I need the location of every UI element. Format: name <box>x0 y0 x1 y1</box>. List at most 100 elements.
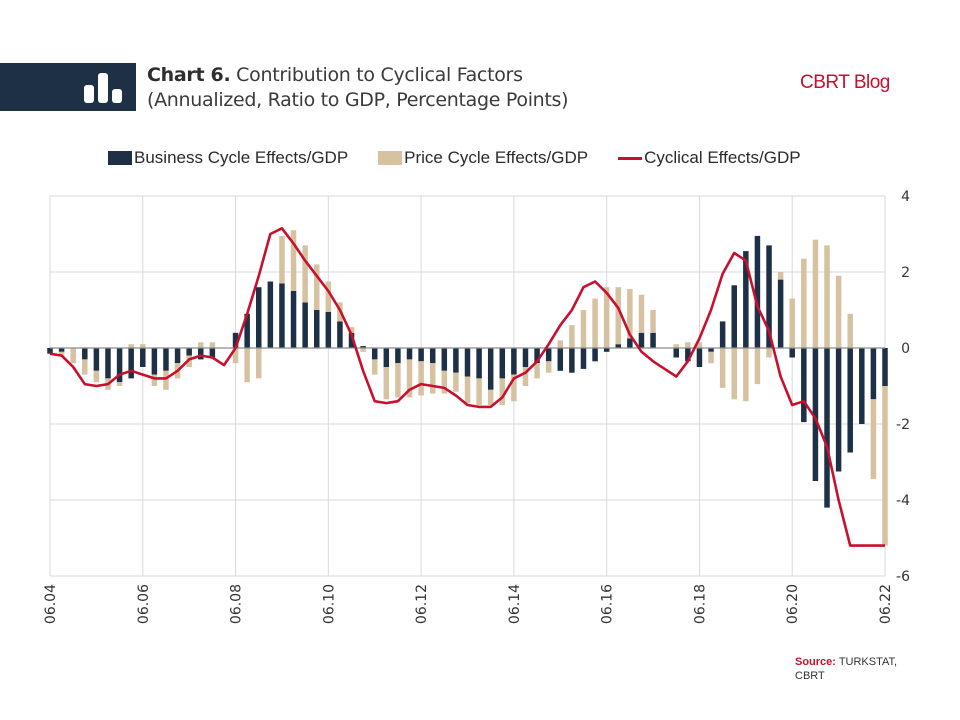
bar-business <box>534 348 540 364</box>
bar-business <box>789 348 795 358</box>
bar-price <box>557 340 564 348</box>
brand-logo: CBRT Blog <box>800 72 890 93</box>
line-cyclical <box>49 227 885 547</box>
bar-price <box>627 289 633 339</box>
bar-business <box>557 348 564 371</box>
y-axis-ticks: 4 2 0 -2 -4 -6 <box>896 189 910 585</box>
legend-label-business: Business Cycle Effects/GDP <box>134 148 349 167</box>
bar-business <box>313 310 320 348</box>
source-label: Source: <box>795 656 836 668</box>
bar-price <box>685 342 691 348</box>
bar-business <box>847 348 853 453</box>
bar-price <box>302 245 308 303</box>
source-text: TURKSTAT, CBRT <box>795 656 898 682</box>
bar-price <box>256 348 262 379</box>
bar-business <box>882 348 888 386</box>
bar-business <box>638 332 645 348</box>
bar-price <box>789 298 795 348</box>
bar-price <box>766 348 772 358</box>
bar-price <box>534 363 540 379</box>
bar-price <box>801 258 807 348</box>
bar-business <box>290 291 297 348</box>
bar-business <box>232 332 239 348</box>
bar-business <box>82 348 88 360</box>
bar-price <box>325 281 332 312</box>
bar-price <box>882 386 888 546</box>
chart-title-line1: Contribution to Cyclical Factors <box>236 64 523 86</box>
bar-business <box>499 348 506 379</box>
bar-business <box>650 332 656 348</box>
bar-business <box>47 348 53 354</box>
bar-price <box>198 342 204 348</box>
bar-price <box>650 310 656 333</box>
x-tick-label: 06.06 <box>136 584 152 624</box>
bar-business <box>603 348 610 352</box>
bar-business <box>476 348 482 379</box>
bar-business <box>256 287 262 348</box>
bar-price <box>731 348 737 400</box>
bar-business <box>522 348 529 367</box>
bar-price <box>116 382 123 386</box>
bar-price <box>777 272 784 280</box>
bar-business <box>835 348 842 472</box>
bar-business <box>105 348 111 379</box>
bar-price <box>395 363 401 398</box>
bar-business <box>58 348 65 352</box>
bar-business <box>615 344 622 348</box>
bar-price <box>743 348 749 402</box>
bar-chart-icon <box>84 73 122 103</box>
bar-business <box>812 348 819 481</box>
bar-business <box>348 332 355 348</box>
x-tick-label: 06.22 <box>878 584 894 624</box>
bar-price <box>313 264 320 310</box>
x-tick-label: 06.12 <box>414 584 430 624</box>
x-tick-label: 06.20 <box>785 584 801 624</box>
bar-price <box>406 359 413 398</box>
bar-price <box>476 378 482 405</box>
bar-business <box>580 348 587 369</box>
x-axis-ticks: 06.04 06.06 06.08 06.10 06.12 06.14 06.16 06.18… <box>43 584 894 624</box>
y-tick-label: -2 <box>896 417 910 433</box>
bar-business <box>441 348 448 371</box>
bar-business <box>244 313 250 348</box>
legend-label-cyclical: Cyclical Effects/GDP <box>644 148 801 167</box>
bar-business <box>708 348 714 352</box>
bar-price <box>128 344 134 348</box>
legend-item-price: Price Cycle Effects/GDP <box>378 148 588 168</box>
bar-price <box>174 363 181 379</box>
bar-business <box>163 348 169 371</box>
bar-price <box>580 310 587 348</box>
bar-price <box>418 361 424 396</box>
bar-business <box>719 321 726 348</box>
bar-business <box>128 348 134 379</box>
legend-item-cyclical: Cyclical Effects/GDP <box>618 148 801 168</box>
bar-business <box>429 348 436 364</box>
bar-business <box>743 251 749 348</box>
bar-business <box>93 348 100 371</box>
bar-price <box>719 348 726 388</box>
bar-business <box>395 348 401 364</box>
bar-business <box>627 338 633 348</box>
bar-price <box>511 374 517 402</box>
bar-price <box>673 344 679 348</box>
bar-price <box>105 378 111 390</box>
bar-business <box>453 348 459 373</box>
bar-business <box>766 245 772 348</box>
title-banner <box>0 63 136 111</box>
bar-price <box>638 294 645 333</box>
bar-business <box>777 279 784 348</box>
y-tick-label: 4 <box>901 189 910 205</box>
legend: Business Cycle Effects/GDP Price Cycle E… <box>108 148 801 168</box>
bar-business <box>337 321 343 348</box>
bar-business <box>754 235 761 348</box>
bar-price <box>348 327 355 333</box>
bar-price <box>140 344 146 348</box>
bar-business <box>545 348 552 362</box>
bar-price <box>708 351 714 364</box>
chart-title-line2: (Annualized, Ratio to GDP, Percentage Po… <box>147 89 569 111</box>
chart-number: Chart 6. <box>147 64 231 86</box>
bar-business <box>383 348 390 367</box>
y-tick-label: -4 <box>896 493 910 509</box>
source-note: Source: TURKSTAT, CBRT <box>795 655 925 683</box>
bar-price <box>244 348 250 383</box>
